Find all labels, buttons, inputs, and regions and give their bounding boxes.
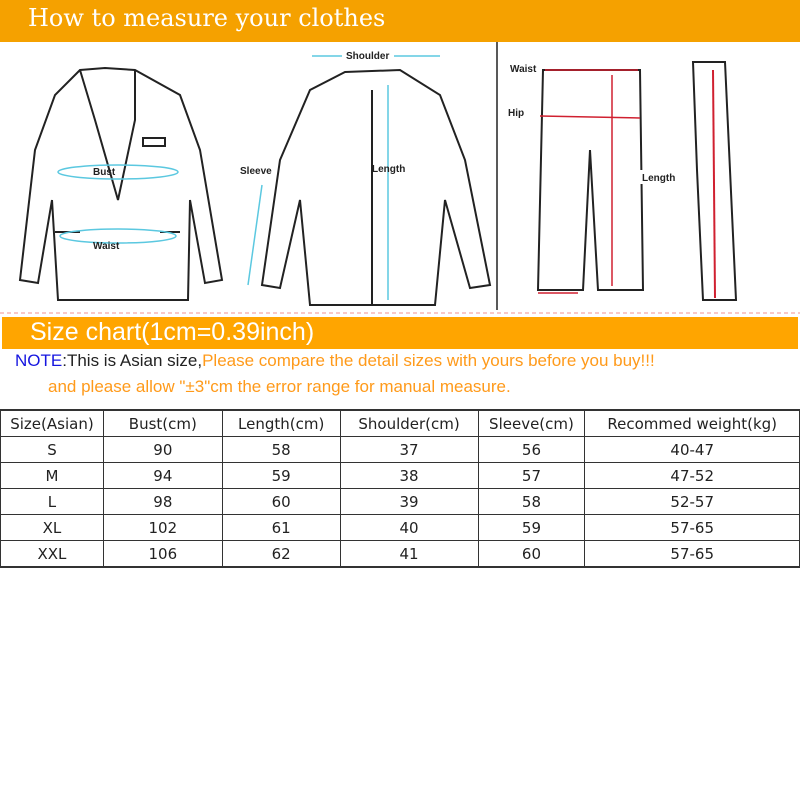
side-length-measure xyxy=(712,69,716,299)
header-cell: Size(Asian) xyxy=(0,409,104,437)
table-row: XXL 106 62 41 60 57-65 xyxy=(0,540,800,568)
table-cell: XXL xyxy=(0,540,104,568)
table-cell: 38 xyxy=(339,462,479,489)
table-cell: XL xyxy=(0,514,104,541)
table-cell: 40 xyxy=(339,514,479,541)
note-orange-text: Please compare the detail sizes with you… xyxy=(202,351,655,370)
table-cell: 40-47 xyxy=(584,436,800,463)
table-cell: 60 xyxy=(221,488,341,515)
header-title: How to measure your clothes xyxy=(28,4,386,32)
hip-label: Hip xyxy=(508,108,524,119)
header-cell: Recommed weight(kg) xyxy=(584,409,800,437)
table-cell: 59 xyxy=(221,462,341,489)
sleeve-label: Sleeve xyxy=(240,166,272,177)
pants-front-drawing xyxy=(536,69,645,291)
table-cell: L xyxy=(0,488,104,515)
pants-length-label: Length xyxy=(642,173,675,184)
table-cell: 41 xyxy=(339,540,479,568)
table-cell: 57-65 xyxy=(584,540,800,568)
note-prefix: NOTE xyxy=(15,351,63,370)
shoulder-label: Shoulder xyxy=(346,51,389,62)
table-cell: S xyxy=(0,436,104,463)
table-cell: 98 xyxy=(102,488,223,515)
table-cell: 57-65 xyxy=(584,514,800,541)
note-colon: : xyxy=(62,351,67,370)
header-cell: Shoulder(cm) xyxy=(339,409,479,437)
table-header-row: Size(Asian) Bust(cm) Length(cm) Shoulder… xyxy=(0,409,800,437)
table-cell: 102 xyxy=(102,514,223,541)
pants-side-drawing xyxy=(691,61,738,301)
header-cell: Sleeve(cm) xyxy=(477,409,586,437)
table-cell: 59 xyxy=(477,514,586,541)
table-cell: 106 xyxy=(102,540,223,568)
note-line-1: NOTE:This is Asian size,Please compare t… xyxy=(15,351,655,371)
table-cell: 57 xyxy=(477,462,586,489)
table-cell: 58 xyxy=(477,488,586,515)
header-cell: Bust(cm) xyxy=(102,409,223,437)
pants-waist-label: Waist xyxy=(510,64,537,75)
bust-label: Bust xyxy=(93,167,116,178)
table-cell: 37 xyxy=(339,436,479,463)
jacket-front-drawing xyxy=(18,66,224,301)
table-cell: 94 xyxy=(102,462,223,489)
waist-measure xyxy=(59,228,177,244)
size-table: Size(Asian) Bust(cm) Length(cm) Shoulder… xyxy=(0,409,800,568)
measurement-illustration: Bust Waist Shoulder Sleeve Length Waist … xyxy=(0,42,800,314)
table-cell: 47-52 xyxy=(584,462,800,489)
table-cell: 58 xyxy=(221,436,341,463)
length-label: Length xyxy=(372,164,405,175)
sleeve-measure xyxy=(247,184,263,286)
table-cell: 52-57 xyxy=(584,488,800,515)
table-cell: M xyxy=(0,462,104,489)
size-chart-title: Size chart(1cm=0.39inch) xyxy=(30,318,315,346)
table-row: S 90 58 37 56 40-47 xyxy=(0,436,800,463)
table-cell: 60 xyxy=(477,540,586,568)
table-cell: 56 xyxy=(477,436,586,463)
waist-label: Waist xyxy=(93,241,120,252)
hip-measure xyxy=(539,115,641,119)
note-line-2: and please allow "±3"cm the error range … xyxy=(48,377,511,396)
table-cell: 39 xyxy=(339,488,479,515)
header-banner: How to measure your clothes xyxy=(0,0,800,42)
table-cell: 90 xyxy=(102,436,223,463)
table-row: M 94 59 38 57 47-52 xyxy=(0,462,800,489)
size-chart-banner: Size chart(1cm=0.39inch) xyxy=(2,317,798,349)
table-cell: 62 xyxy=(221,540,341,568)
header-cell: Length(cm) xyxy=(221,409,341,437)
jacket-back-drawing xyxy=(260,68,492,306)
table-row: XL 102 61 40 59 57-65 xyxy=(0,514,800,541)
note-black-text: This is Asian size, xyxy=(66,351,203,370)
table-cell: 61 xyxy=(221,514,341,541)
table-row: L 98 60 39 58 52-57 xyxy=(0,488,800,515)
bust-measure xyxy=(57,164,179,180)
